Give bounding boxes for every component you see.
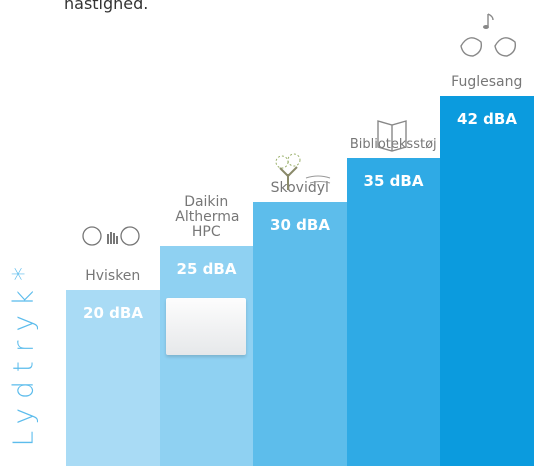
value-label: 20 dBA (83, 303, 143, 322)
category-label: Skovidyl (270, 179, 329, 196)
bar: 30 dBA (253, 201, 347, 466)
bar: 35 dBA (346, 157, 441, 466)
birds-icon (460, 13, 517, 57)
category-label: Fuglesang (451, 74, 523, 90)
daikin-unit-image (166, 298, 246, 355)
forest-icon (275, 153, 331, 190)
intro-text: hastighed. (64, 0, 149, 13)
y-axis-label: Lydtryk* (6, 257, 40, 447)
value-label: 25 dBA (176, 259, 237, 278)
book-icon (377, 120, 407, 152)
category-label: Hvisken (85, 267, 141, 284)
bar: 25 dBA (159, 245, 254, 466)
category-label: Biblioteksstøj (349, 136, 437, 152)
bar: 20 dBA (66, 289, 160, 466)
whisper-icon (82, 226, 140, 246)
category-label: Daikin Altherma HPC (175, 193, 240, 240)
value-label: 42 dBA (457, 110, 517, 128)
value-label: 35 dBA (363, 171, 424, 190)
bar: 42 dBA (440, 96, 534, 466)
value-label: 30 dBA (270, 215, 330, 234)
